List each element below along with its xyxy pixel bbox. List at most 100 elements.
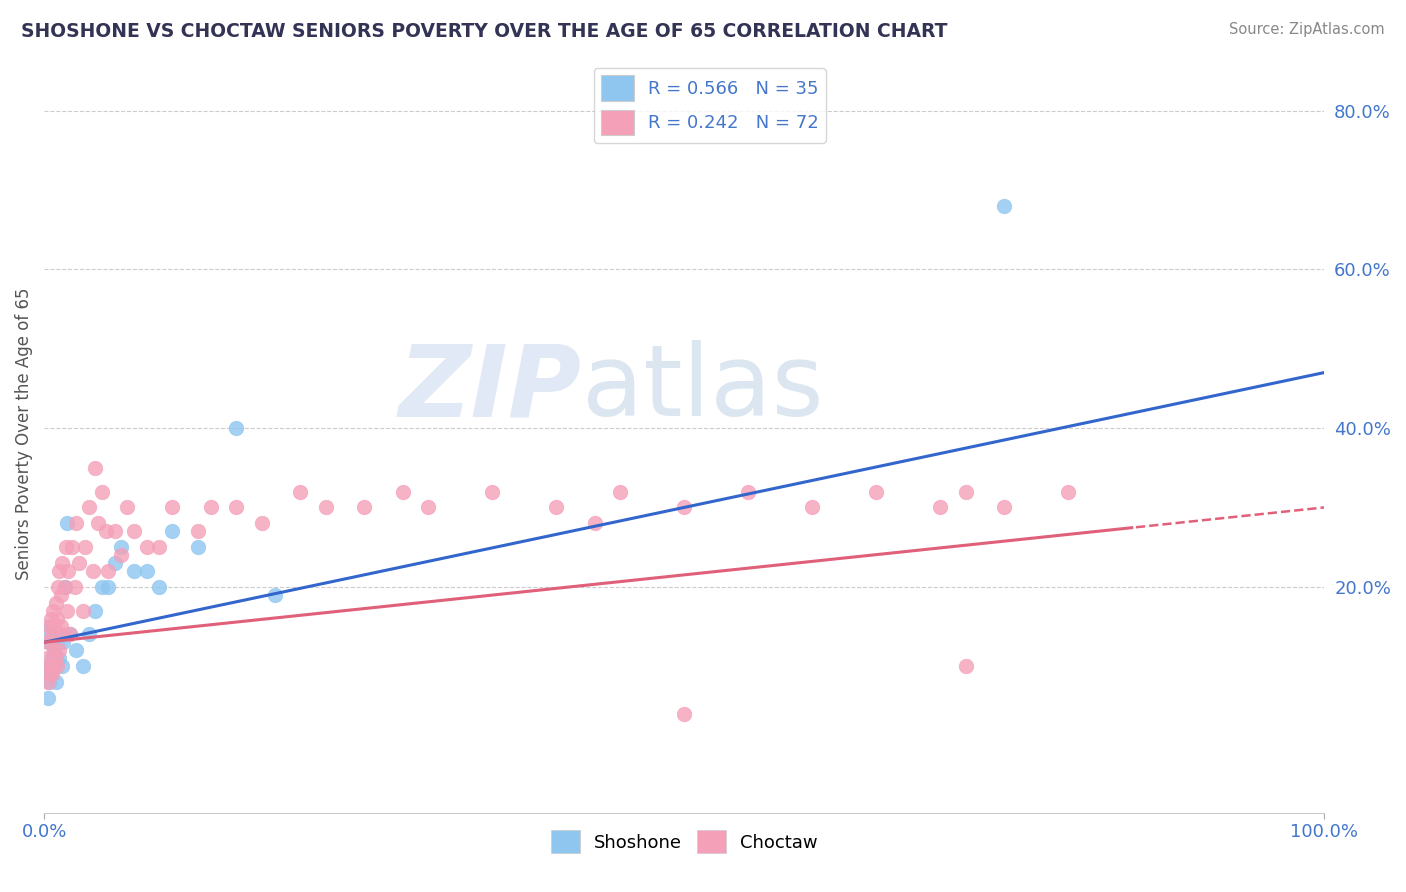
- Point: [955, 659, 977, 673]
- Point: [59, 627, 82, 641]
- Point: [353, 500, 375, 515]
- Point: [53, 580, 76, 594]
- Point: [84, 603, 107, 617]
- Point: [48, 564, 70, 578]
- Point: [44, 643, 66, 657]
- Point: [49, 588, 72, 602]
- Text: atlas: atlas: [582, 340, 824, 437]
- Point: [122, 524, 145, 539]
- Point: [46, 627, 69, 641]
- Point: [418, 500, 440, 515]
- Point: [45, 635, 67, 649]
- Point: [82, 564, 104, 578]
- Point: [77, 500, 100, 515]
- Text: ZIP: ZIP: [399, 340, 582, 437]
- Point: [65, 516, 87, 531]
- Point: [263, 588, 285, 602]
- Point: [44, 619, 66, 633]
- Point: [60, 540, 83, 554]
- Point: [35, 659, 58, 673]
- Point: [97, 580, 120, 594]
- Point: [225, 421, 247, 435]
- Point: [148, 580, 170, 594]
- Text: Source: ZipAtlas.com: Source: ZipAtlas.com: [1229, 22, 1385, 37]
- Point: [117, 500, 139, 515]
- Point: [55, 540, 77, 554]
- Point: [865, 484, 887, 499]
- Point: [38, 627, 60, 641]
- Point: [160, 524, 183, 539]
- Point: [52, 635, 75, 649]
- Point: [42, 603, 65, 617]
- Y-axis label: Seniors Poverty Over the Age of 65: Seniors Poverty Over the Age of 65: [15, 288, 32, 581]
- Point: [200, 500, 222, 515]
- Point: [187, 540, 209, 554]
- Point: [391, 484, 413, 499]
- Point: [250, 516, 273, 531]
- Point: [673, 706, 696, 721]
- Point: [72, 659, 94, 673]
- Point: [67, 556, 90, 570]
- Point: [39, 667, 62, 681]
- Point: [48, 651, 70, 665]
- Point: [77, 627, 100, 641]
- Point: [737, 484, 759, 499]
- Point: [583, 516, 606, 531]
- Point: [97, 564, 120, 578]
- Point: [609, 484, 631, 499]
- Point: [65, 643, 87, 657]
- Point: [225, 500, 247, 515]
- Point: [110, 548, 132, 562]
- Point: [37, 675, 59, 690]
- Point: [110, 540, 132, 554]
- Point: [315, 500, 337, 515]
- Point: [45, 675, 67, 690]
- Point: [42, 659, 65, 673]
- Point: [51, 659, 73, 673]
- Point: [135, 540, 157, 554]
- Point: [546, 500, 568, 515]
- Point: [673, 500, 696, 515]
- Point: [41, 627, 63, 641]
- Point: [801, 500, 824, 515]
- Point: [481, 484, 503, 499]
- Point: [38, 619, 60, 633]
- Point: [90, 484, 112, 499]
- Point: [53, 580, 76, 594]
- Point: [87, 516, 110, 531]
- Point: [46, 580, 69, 594]
- Point: [160, 500, 183, 515]
- Point: [51, 556, 73, 570]
- Point: [94, 524, 117, 539]
- Point: [135, 564, 157, 578]
- Point: [41, 667, 63, 681]
- Point: [45, 659, 67, 673]
- Point: [993, 500, 1015, 515]
- Point: [37, 635, 59, 649]
- Point: [929, 500, 952, 515]
- Point: [75, 540, 97, 554]
- Point: [49, 619, 72, 633]
- Point: [39, 611, 62, 625]
- Point: [103, 524, 125, 539]
- Point: [288, 484, 311, 499]
- Point: [59, 627, 82, 641]
- Point: [39, 619, 62, 633]
- Point: [90, 580, 112, 594]
- Point: [45, 611, 67, 625]
- Point: [42, 659, 65, 673]
- Point: [44, 643, 66, 657]
- Point: [37, 690, 59, 705]
- Point: [48, 643, 70, 657]
- Point: [56, 603, 79, 617]
- Point: [35, 651, 58, 665]
- Point: [955, 484, 977, 499]
- Point: [103, 556, 125, 570]
- Point: [187, 524, 209, 539]
- Point: [39, 659, 62, 673]
- Legend: R = 0.566   N = 35, R = 0.242   N = 72: R = 0.566 N = 35, R = 0.242 N = 72: [593, 68, 825, 143]
- Point: [148, 540, 170, 554]
- Point: [58, 564, 80, 578]
- Point: [38, 675, 60, 690]
- Point: [52, 627, 75, 641]
